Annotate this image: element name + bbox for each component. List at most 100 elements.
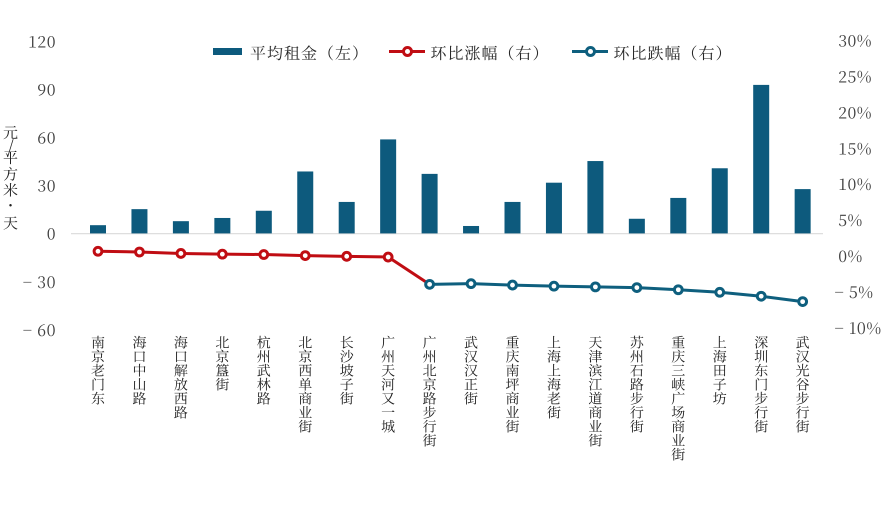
category-label-char: 业 bbox=[298, 402, 312, 422]
category-label-char: 州 bbox=[423, 346, 437, 366]
category-label-char: 门 bbox=[91, 374, 105, 394]
category-label-char: 业 bbox=[588, 416, 602, 436]
category-label-char: 步 bbox=[796, 388, 810, 408]
left-axis-tick: − 60 bbox=[23, 318, 56, 341]
right-axis-tick: 5% bbox=[838, 208, 863, 231]
category-label-char: 中 bbox=[132, 360, 146, 380]
y-axis-title-char: 米 bbox=[3, 180, 18, 201]
right-axis-tick: 20% bbox=[838, 100, 872, 123]
mom-increase-marker bbox=[258, 249, 270, 260]
category-label-char: 上 bbox=[547, 332, 561, 352]
category-label-char: 步 bbox=[423, 402, 437, 422]
category-label-char: 重 bbox=[506, 332, 520, 352]
category-label-char: 广 bbox=[671, 388, 685, 408]
category-label-char: 三 bbox=[671, 360, 685, 380]
category-label-char: 行 bbox=[630, 402, 644, 422]
mom-decrease-line bbox=[429, 282, 803, 304]
category-label-char: 道 bbox=[588, 388, 602, 408]
category-label-char: 子 bbox=[713, 374, 727, 394]
bar bbox=[131, 209, 148, 234]
category-label-char: 街 bbox=[630, 416, 644, 436]
category-label-char: 街 bbox=[547, 402, 561, 422]
mom-decrease-marker bbox=[590, 281, 601, 293]
bar bbox=[380, 139, 397, 234]
category-label-char: 街 bbox=[464, 388, 478, 408]
category-label-char: 京 bbox=[423, 374, 437, 394]
bar bbox=[421, 173, 438, 234]
category-label-char: 业 bbox=[671, 430, 685, 450]
y-axis-title-char: · bbox=[7, 190, 14, 219]
category-label-char: 又 bbox=[381, 388, 395, 408]
category-label-char: 京 bbox=[91, 346, 105, 366]
category-label-char: 田 bbox=[713, 360, 727, 380]
category-label-char: 街 bbox=[298, 416, 312, 436]
legend-up-marker-icon bbox=[401, 46, 413, 58]
y-axis-title-char: 方 bbox=[3, 164, 18, 185]
left-axis-tick: − 30 bbox=[23, 270, 56, 293]
category-label-char: 街 bbox=[423, 430, 437, 450]
y-axis-title-char: 元 bbox=[3, 122, 18, 143]
bar bbox=[628, 218, 645, 234]
category-label-char: 北 bbox=[215, 332, 229, 352]
category-label-char: 庆 bbox=[671, 346, 685, 366]
category-label-char: 庆 bbox=[506, 346, 520, 366]
mom-increase-marker bbox=[216, 248, 228, 260]
category-label-char: 坪 bbox=[506, 374, 520, 394]
left-axis-tick: 60 bbox=[37, 126, 56, 149]
category-label-char: 路 bbox=[257, 388, 271, 408]
category-label-char: 苏 bbox=[630, 332, 645, 352]
mom-increase-marker bbox=[134, 246, 145, 258]
category-label-char: 北 bbox=[423, 360, 437, 380]
bar bbox=[172, 221, 189, 234]
category-label-char: 武 bbox=[796, 332, 810, 352]
category-label-char: 商 bbox=[298, 388, 312, 408]
category-label-char: 林 bbox=[257, 374, 271, 394]
bar bbox=[545, 182, 562, 234]
category-label-char: 路 bbox=[174, 402, 188, 422]
right-axis-tick: 15% bbox=[838, 136, 872, 159]
legend-label-avg-rent: 平均租金（左） bbox=[250, 40, 370, 64]
category-label-char: 深 bbox=[754, 332, 768, 352]
bar bbox=[587, 161, 604, 234]
right-axis-tick: − 10% bbox=[835, 316, 882, 339]
bar bbox=[338, 201, 355, 234]
category-label-char: 路 bbox=[630, 374, 644, 394]
category-label-char: 滨 bbox=[588, 360, 602, 380]
category-label-char: 汉 bbox=[796, 346, 810, 366]
category-label-char: 江 bbox=[588, 374, 602, 394]
right-axis-tick: 10% bbox=[838, 172, 872, 195]
category-label-char: 汉 bbox=[464, 360, 478, 380]
category-label-char: 老 bbox=[91, 360, 105, 380]
category-label-char: 京 bbox=[215, 346, 229, 366]
legend-label-mom-decrease: 环比跌幅（右） bbox=[613, 40, 733, 64]
category-label-char: 东 bbox=[91, 388, 105, 408]
left-axis-tick: 90 bbox=[37, 77, 56, 100]
category-label-char: 京 bbox=[298, 346, 312, 366]
mom-decrease-marker bbox=[548, 280, 560, 292]
category-label-char: 西 bbox=[298, 360, 312, 380]
category-label-char: 南 bbox=[506, 360, 520, 380]
left-axis-tick: 120 bbox=[28, 29, 56, 52]
category-label-char: 业 bbox=[506, 402, 520, 422]
category-label-char: 武 bbox=[464, 332, 478, 352]
bar bbox=[463, 225, 480, 234]
category-label-char: 口 bbox=[174, 346, 188, 366]
bar bbox=[711, 168, 728, 234]
mom-decrease-marker bbox=[465, 278, 477, 290]
category-label-char: 海 bbox=[713, 346, 727, 366]
category-label-char: 场 bbox=[671, 402, 685, 422]
category-label-char: 正 bbox=[464, 374, 478, 394]
category-label-char: 行 bbox=[754, 402, 768, 422]
mom-increase-marker bbox=[299, 250, 311, 262]
category-label-char: 街 bbox=[215, 374, 229, 394]
bar bbox=[255, 210, 272, 234]
category-label-char: 解 bbox=[174, 360, 188, 380]
category-label-char: 单 bbox=[298, 374, 312, 394]
legend-down-marker-icon bbox=[584, 46, 596, 58]
mom-decrease-marker bbox=[424, 278, 436, 290]
bar bbox=[504, 201, 521, 234]
category-label-char: 重 bbox=[671, 332, 685, 352]
category-label-char: 汉 bbox=[464, 346, 478, 366]
category-label-char: 光 bbox=[796, 360, 810, 380]
category-label-char: 石 bbox=[630, 360, 644, 380]
